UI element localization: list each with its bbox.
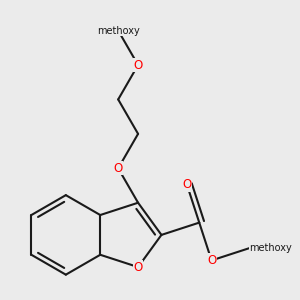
Text: O: O [134,261,143,274]
Text: O: O [134,58,143,71]
Text: methoxy: methoxy [97,26,140,36]
Text: O: O [207,254,216,267]
Text: O: O [114,162,123,175]
Text: O: O [182,178,192,191]
Text: methoxy: methoxy [249,243,292,253]
